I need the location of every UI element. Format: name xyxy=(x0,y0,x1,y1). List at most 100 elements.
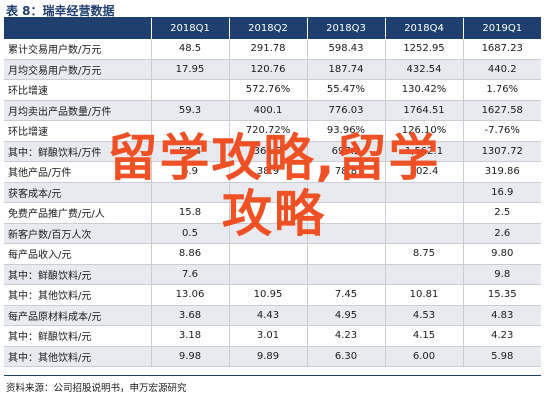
table-cell: 120.76 xyxy=(229,59,308,80)
table-cell: 17.95 xyxy=(151,59,230,80)
table-cell: 2.6 xyxy=(463,223,541,244)
watermark-line-1: 留学攻略,留学 xyxy=(107,129,441,187)
bottom-rule xyxy=(4,375,541,376)
table-cell: 1627.58 xyxy=(463,100,541,121)
row-label: 获客成本/元 xyxy=(4,182,152,203)
table-cell xyxy=(385,223,464,244)
table-row: 每产品收入/元 8.86 8.75 9.80 xyxy=(4,243,541,265)
table-row: 其中：鲜酿饮料/元 7.6 9.8 xyxy=(4,264,541,285)
table-title: 表 8：瑞幸经营数据 xyxy=(6,4,115,18)
table-row: 获客成本/元 16.9 xyxy=(4,182,541,203)
row-label: 其中：鲜酿饮料/万件 xyxy=(4,141,152,162)
table-cell: 16.9 xyxy=(463,182,541,203)
table-cell: 1.76% xyxy=(463,79,541,101)
table-cell xyxy=(307,223,386,244)
table-row: 免费产品推广费/元/人 15.8 2.5 xyxy=(4,202,541,224)
row-label: 月均卖出产品数量/万件 xyxy=(4,100,152,121)
table-cell: 38.9 xyxy=(229,161,308,183)
table-cell: 291.78 xyxy=(229,39,308,60)
table-cell: 2.5 xyxy=(463,202,541,224)
table-cell: 9.80 xyxy=(463,243,541,265)
table-cell: 697.2 xyxy=(307,141,386,162)
table-cell xyxy=(229,223,308,244)
row-label: 月均交易用户数/万元 xyxy=(4,59,152,80)
row-label: 环比增速 xyxy=(4,120,152,142)
table-cell: 9.98 xyxy=(151,346,230,367)
table-cell: 10.95 xyxy=(229,284,308,306)
table-cell xyxy=(385,264,464,285)
row-label: 新客户数/百万人次 xyxy=(4,223,152,244)
table-cell: 9.8 xyxy=(463,264,541,285)
table-cell: 598.43 xyxy=(307,39,386,60)
table-cell: 6.9 xyxy=(151,161,230,183)
table-cell: 776.03 xyxy=(307,100,386,121)
table-cell xyxy=(385,182,464,203)
table-row: 新客户数/百万人次 0.5 2.6 xyxy=(4,223,541,244)
header-cell-1: 2018Q1 xyxy=(151,18,230,39)
table-body: 累计交易用户数/万元 48.5 291.78 598.43 1252.95 1687.23… xyxy=(4,39,541,367)
table-cell: 8.75 xyxy=(385,243,464,265)
table-row: 环比增速 720.72% 93.96% 126.10% -7.76% xyxy=(4,120,541,142)
table-cell: 7.45 xyxy=(307,284,386,306)
table-row: 其中：鲜酿饮料/元 3.18 3.01 4.23 4.15 4.23 xyxy=(4,325,541,347)
source-note: 资料来源：公司招股说明书，申万宏源研究 xyxy=(6,383,187,394)
table-cell xyxy=(307,243,386,265)
table-cell: 1307.72 xyxy=(463,141,541,162)
header-cell-4: 2018Q4 xyxy=(385,18,464,39)
row-label: 其中：其他饮料/元 xyxy=(4,284,152,306)
header-cell-2: 2018Q2 xyxy=(229,18,308,39)
table-cell: 4.43 xyxy=(229,305,308,326)
table-cell: 6.30 xyxy=(307,346,386,367)
table-cell: 15.35 xyxy=(463,284,541,306)
table-cell xyxy=(229,202,308,224)
table-cell: 1687.23 xyxy=(463,39,541,60)
table-row: 月均交易用户数/万元 17.95 120.76 187.74 432.54 440.2 xyxy=(4,59,541,80)
table-cell: 1252.95 xyxy=(385,39,464,60)
table-cell: 4.53 xyxy=(385,305,464,326)
table-cell: 432.54 xyxy=(385,59,464,80)
table-cell: 15.8 xyxy=(151,202,230,224)
table-cell: 202.4 xyxy=(385,161,464,183)
table-cell: 93.96% xyxy=(307,120,386,142)
table-cell: 4.23 xyxy=(463,325,541,347)
table-cell: 126.10% xyxy=(385,120,464,142)
table-cell: 130.42% xyxy=(385,79,464,101)
header-row: 2018Q1 2018Q2 2018Q3 2018Q4 2019Q1 xyxy=(4,18,541,39)
table-cell: 4.23 xyxy=(307,325,386,347)
table-cell xyxy=(307,182,386,203)
table-cell xyxy=(307,264,386,285)
table-cell: 3.01 xyxy=(229,325,308,347)
row-label: 每产品原材料成本/元 xyxy=(4,305,152,326)
table-cell: 5.98 xyxy=(463,346,541,367)
table-cell xyxy=(151,120,230,142)
table-row: 累计交易用户数/万元 48.5 291.78 598.43 1252.95 1687.23 xyxy=(4,39,541,60)
table-cell xyxy=(229,264,308,285)
watermark-overlay: 留学攻略,留学 攻略 xyxy=(34,130,514,242)
table-cell xyxy=(229,243,308,265)
table-row: 每产品原材料成本/元 3.68 4.43 4.95 4.53 4.83 xyxy=(4,305,541,326)
table-cell: 3.68 xyxy=(151,305,230,326)
table-cell xyxy=(151,182,230,203)
table-row: 月均卖出产品数量/万件 59.3 400.1 776.03 1764.51 1627.58 xyxy=(4,100,541,121)
table-cell: 55.47% xyxy=(307,79,386,101)
table-row: 其他产品/万件 6.9 38.9 78.8 202.4 319.86 xyxy=(4,161,541,183)
table-cell: 13.06 xyxy=(151,284,230,306)
row-label: 环比增速 xyxy=(4,79,152,101)
table-cell: 48.5 xyxy=(151,39,230,60)
table-cell: 720.72% xyxy=(229,120,308,142)
table-cell: 3.18 xyxy=(151,325,230,347)
table-row: 其中：其他饮料/元 13.06 10.95 7.45 10.81 15.35 xyxy=(4,284,541,306)
table-cell: 1,562.1 xyxy=(385,141,464,162)
table-cell: 10.81 xyxy=(385,284,464,306)
table-cell: -7.76% xyxy=(463,120,541,142)
table-cell: 572.76% xyxy=(229,79,308,101)
table-cell xyxy=(307,202,386,224)
table-cell: 4.83 xyxy=(463,305,541,326)
table-cell: 6.00 xyxy=(385,346,464,367)
table-row: 其中：鲜酿饮料/万件 52.4 361.2 697.2 1,562.1 1307.72 xyxy=(4,141,541,162)
table-cell: 8.86 xyxy=(151,243,230,265)
table-cell xyxy=(229,182,308,203)
table-cell: 187.74 xyxy=(307,59,386,80)
table-cell: 4.15 xyxy=(385,325,464,347)
row-label: 其中：其他饮料/元 xyxy=(4,346,152,367)
